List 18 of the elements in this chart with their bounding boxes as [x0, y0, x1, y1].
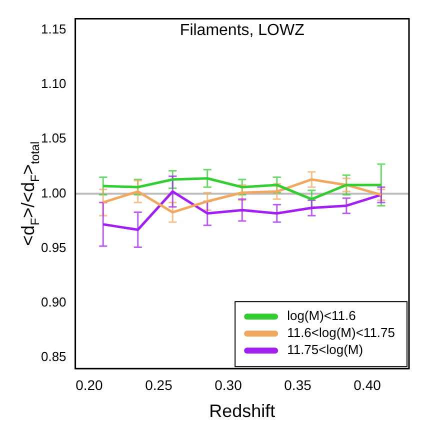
y-tick-label: 0.95	[40, 240, 66, 255]
x-tick-label: 0.30	[214, 376, 242, 393]
legend-label: 11.6<log(M)<11.75	[287, 325, 396, 340]
y-tick-label: 1.00	[40, 185, 66, 200]
chart-title: Filaments, LOWZ	[180, 22, 305, 40]
y-tick-label: 1.05	[40, 130, 66, 146]
x-tick-label: 0.20	[76, 376, 104, 393]
y-tick-label: 0.85	[40, 349, 66, 364]
x-tick-label: 0.25	[145, 376, 173, 393]
legend-label: log(M)<11.6	[287, 308, 356, 324]
y-tick-label: 1.10	[40, 76, 66, 91]
y-tick-label: 1.15	[40, 21, 66, 36]
x-tick-label: 0.40	[354, 376, 382, 393]
x-tick-label: 0.35	[284, 376, 312, 393]
x-axis-title: Redshift	[209, 401, 276, 422]
legend-label: 11.75<log(M)	[287, 342, 364, 358]
y-axis-title: <dF>/<dF>total	[18, 141, 42, 246]
y-tick-label: 0.90	[40, 294, 66, 310]
